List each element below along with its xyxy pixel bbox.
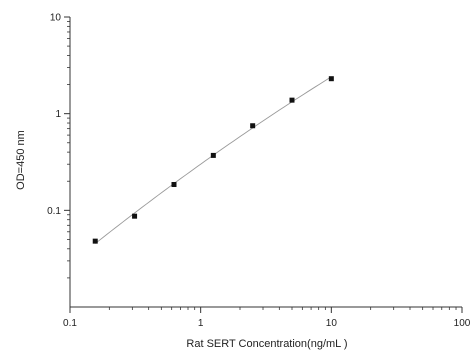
x-tick-label: 10 — [326, 318, 338, 329]
data-point — [250, 123, 256, 129]
y-axis-label: OD=450 nm — [15, 130, 27, 190]
y-tick-label: 10 — [50, 13, 62, 24]
fit-curve — [94, 76, 332, 244]
ticks: 0.1 1 10 100 0.1 1 10 — [47, 13, 471, 330]
x-tick-label: 0.1 — [63, 318, 77, 329]
y-tick-label: 1 — [55, 109, 61, 120]
data-point — [328, 76, 334, 82]
data-point — [171, 182, 177, 188]
x-tick-label: 1 — [198, 318, 204, 329]
x-axis-label: Rat SERT Concentration(ng/mL ) — [186, 338, 347, 350]
axes — [69, 17, 462, 308]
data-point — [92, 238, 98, 244]
y-tick-label: 0.1 — [47, 206, 61, 217]
x-tick-label: 100 — [454, 318, 471, 329]
data-point — [289, 97, 295, 103]
data-points — [92, 76, 334, 244]
fit-curve-layer — [94, 76, 332, 244]
data-point — [210, 152, 216, 158]
data-point — [132, 213, 138, 219]
